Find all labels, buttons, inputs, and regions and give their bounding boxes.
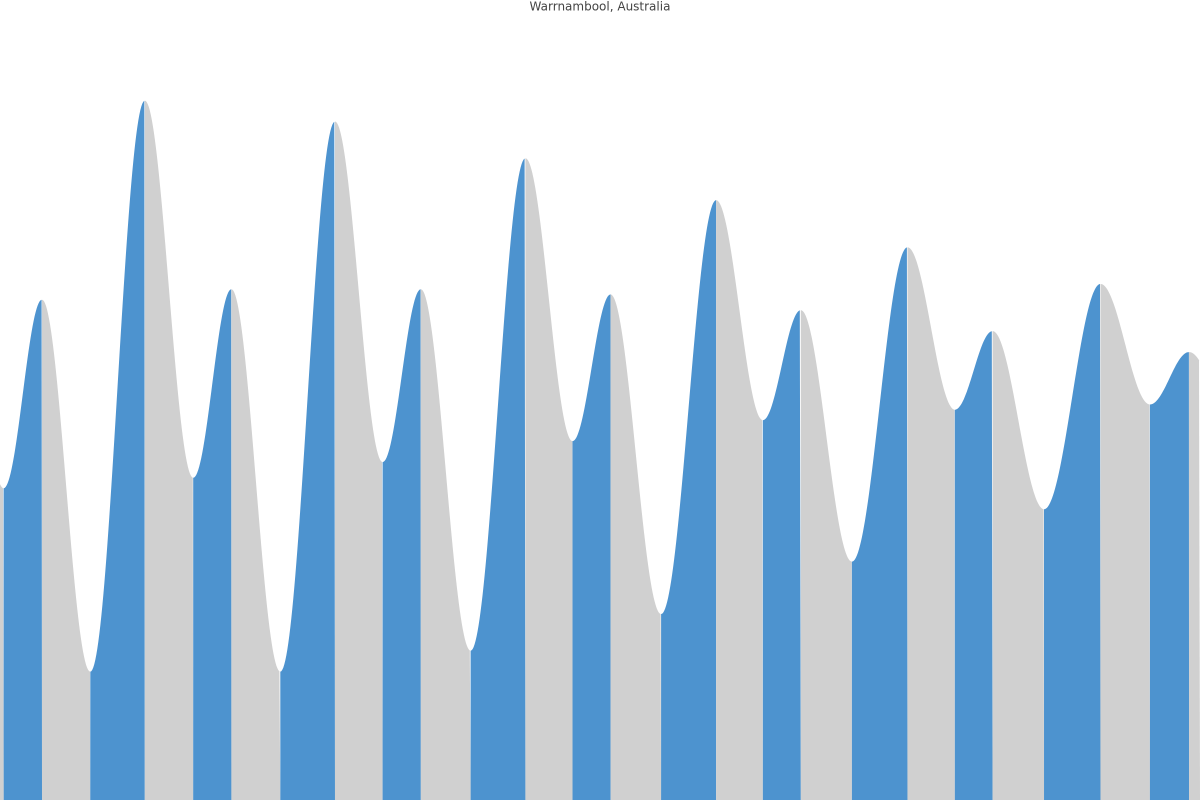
tide-segment [992, 331, 1045, 800]
tide-segment [280, 121, 335, 800]
tide-segment [144, 100, 194, 800]
tide-segment [572, 294, 611, 800]
tide-segment [3, 299, 43, 800]
tide-segment [716, 200, 763, 800]
tide-segment [1189, 352, 1200, 800]
tide-segment [420, 289, 471, 800]
tide-segment [193, 289, 232, 800]
tide-segment [762, 310, 801, 800]
tide-segment [610, 294, 662, 800]
tide-segment [42, 299, 91, 800]
tide-segment [0, 484, 4, 800]
tide-segment [231, 289, 281, 800]
tide-segment [470, 158, 526, 800]
tide-segment [661, 200, 717, 800]
tide-segment [90, 100, 145, 800]
tide-segment [525, 158, 573, 800]
tide-segment [382, 289, 421, 800]
tide-segment [851, 247, 908, 800]
tide-segment [1149, 352, 1190, 800]
tide-segment [1044, 284, 1101, 800]
tide-segment [907, 247, 955, 800]
tide-segment [334, 121, 383, 800]
tide-segment [800, 310, 852, 800]
tide-segment [954, 331, 993, 800]
chart-title: Warrnambool, Australia [530, 0, 671, 14]
tide-segment [1100, 284, 1150, 800]
